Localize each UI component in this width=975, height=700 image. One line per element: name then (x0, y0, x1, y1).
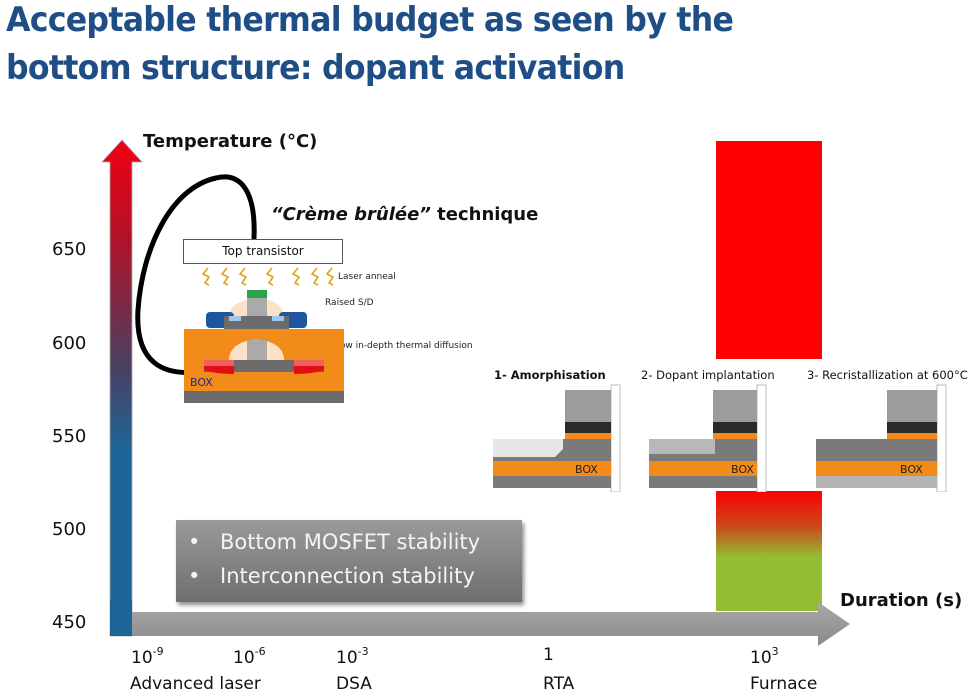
x-tick-exp: -3 (357, 645, 369, 658)
x-axis-title: Duration (s) (840, 590, 963, 611)
x-tick-base: 10 (131, 648, 153, 668)
x-category-furnace: Furnace (750, 674, 818, 694)
stability-box: • Bottom MOSFET stability • Interconnectio… (176, 520, 522, 602)
y-tick-500: 500 (52, 519, 87, 540)
raised-sd-label: Raised S/D (325, 298, 374, 308)
transistor-cross-section: BOX (184, 290, 344, 403)
stability-item-2: • Interconnection stability (188, 564, 475, 588)
furnace-forbidden-bar (716, 141, 822, 359)
step-2-diagram: BOX (649, 384, 767, 492)
x-tick-1e-3: 10-3 (336, 645, 369, 668)
y-tick-550: 550 (52, 426, 87, 447)
step-3-label: 3- Recristallization at 600°C (807, 368, 968, 382)
bullet-icon: • (188, 564, 201, 588)
creme-brulee-quote: “Crème brûlée” (271, 204, 431, 225)
x-category-rta: RTA (543, 674, 575, 694)
step-3-diagram: BOX (816, 384, 947, 492)
x-tick-exp: -9 (152, 645, 164, 658)
top-transistor-box: Top transistor (183, 239, 343, 264)
bullet-icon: • (188, 530, 201, 554)
y-tick-600: 600 (52, 333, 87, 354)
x-tick-exp: -6 (254, 645, 266, 658)
x-tick-base: 10 (233, 648, 255, 668)
x-tick-1e-9: 10-9 (131, 645, 164, 668)
creme-brulee-title: “Crème brûlée” technique (271, 204, 538, 225)
step-3-box: BOX (900, 463, 923, 476)
x-tick-exp: 3 (771, 645, 779, 658)
x-tick-1e-6: 10-6 (233, 645, 266, 668)
creme-brulee-suffix: technique (430, 204, 539, 225)
laser-anneal-label: Laser anneal (338, 272, 396, 282)
x-tick-base: 1 (543, 645, 554, 665)
title-line-2: bottom structure: dopant activation (6, 48, 625, 88)
x-tick-base: 10 (336, 648, 358, 668)
x-tick-base: 10 (750, 648, 772, 668)
y-tick-450: 450 (52, 612, 87, 633)
step-2-label: 2- Dopant implantation (641, 368, 775, 382)
title-line-1: Acceptable thermal budget as seen by the (6, 0, 734, 40)
laser-anneal-icon (201, 267, 335, 286)
y-axis-base (110, 600, 132, 636)
x-tick-1: 1 (543, 645, 554, 665)
x-axis-arrow (120, 602, 850, 646)
creme-brulee-loop (135, 174, 257, 375)
step-1-label: 1- Amorphisation (494, 368, 606, 382)
step-1-diagram: BOX (493, 384, 621, 492)
stability-item-text: Interconnection stability (220, 564, 475, 588)
y-tick-650: 650 (52, 239, 87, 260)
stability-item-text: Bottom MOSFET stability (220, 530, 481, 554)
furnace-allowed-bar (716, 491, 822, 611)
stability-item-1: • Bottom MOSFET stability (188, 530, 480, 554)
y-axis-title: Temperature (°C) (143, 131, 318, 152)
step-1-box: BOX (575, 463, 598, 476)
x-tick-1e3: 103 (750, 645, 779, 668)
x-category-dsa: DSA (336, 674, 372, 694)
diffusion-label: Low in-depth thermal diffusion (335, 341, 473, 351)
x-category-advanced-laser: Advanced laser (130, 674, 261, 694)
step-2-box: BOX (731, 463, 754, 476)
box-label: BOX (190, 376, 213, 389)
page-title: Acceptable thermal budget as seen by the… (6, 0, 899, 92)
